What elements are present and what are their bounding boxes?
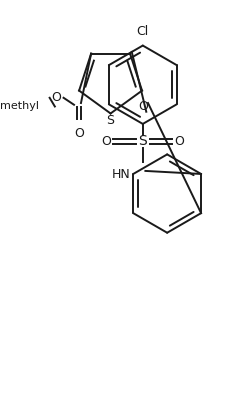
Text: O: O — [52, 91, 62, 104]
Text: O: O — [101, 135, 111, 148]
Text: S: S — [107, 114, 115, 127]
Text: O: O — [74, 127, 84, 140]
Text: Cl: Cl — [137, 25, 149, 38]
Text: S: S — [138, 134, 147, 148]
Text: HN: HN — [112, 168, 130, 181]
Text: O: O — [174, 135, 184, 148]
Text: methyl: methyl — [0, 102, 39, 112]
Text: O: O — [138, 100, 148, 113]
